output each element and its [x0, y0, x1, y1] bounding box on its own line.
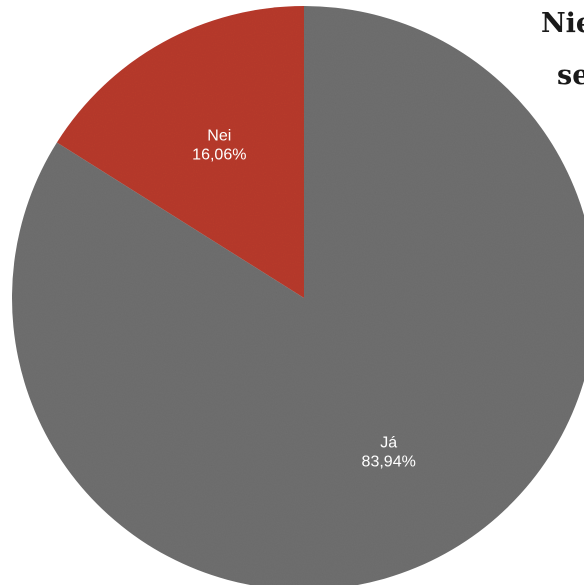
slice-label-2: Já	[380, 434, 397, 451]
title-line-1: Nie	[541, 8, 584, 39]
slice-value-2: 83,94%	[362, 453, 416, 470]
title-line-2: se	[557, 60, 584, 91]
pie-labels: Nei 16,06% Já 83,94%	[192, 128, 416, 471]
slice-label-1: Nei	[207, 128, 231, 145]
pie-slice-1	[56, 6, 305, 298]
pie-slice-2	[12, 6, 584, 585]
pie-slices	[12, 6, 584, 585]
slice-value-1: 16,06%	[192, 147, 246, 164]
chart-title: Nie se	[541, 8, 584, 91]
